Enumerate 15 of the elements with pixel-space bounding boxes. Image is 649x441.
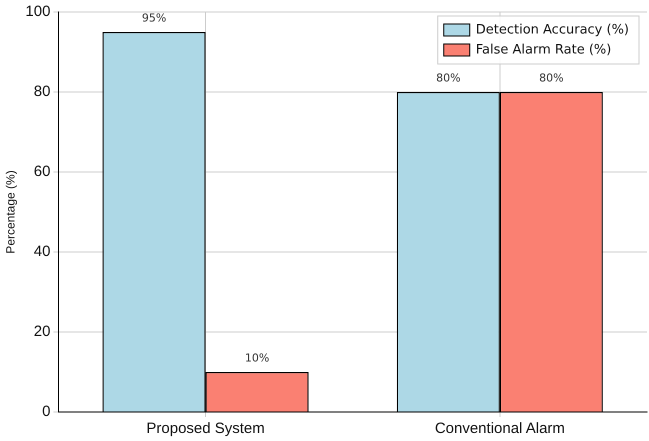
legend-label: Detection Accuracy (%) [476,22,629,38]
x-tick-label: Conventional Alarm [434,420,565,438]
y-tick-label: 80 [34,83,50,100]
legend-label: False Alarm Rate (%) [476,42,612,58]
y-tick-label: 0 [42,403,50,420]
y-tick-label: 100 [25,3,50,20]
x-tick-label: Proposed System [146,420,265,438]
data-label: 80% [539,71,564,84]
y-axis-title: Percentage (%) [4,170,18,254]
data-label: 10% [244,351,270,364]
data-label: 95% [142,11,166,24]
y-tick-label: 20 [34,323,50,340]
data-label: 80% [436,71,461,84]
y-tick-label: 60 [34,163,50,180]
y-tick-label: 40 [34,243,50,260]
